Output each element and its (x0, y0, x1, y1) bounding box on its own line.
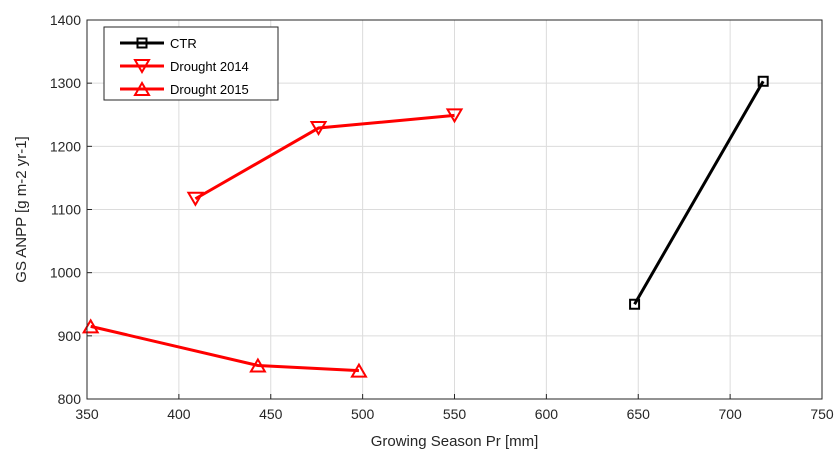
y-tick-label: 1300 (50, 75, 81, 91)
grid (87, 20, 822, 399)
x-tick-label: 450 (259, 406, 283, 422)
series-drought-2014 (186, 108, 464, 207)
x-tick-label: 350 (75, 406, 99, 422)
data-point-ctr (757, 75, 769, 87)
x-tick-label: 650 (627, 406, 651, 422)
legend-label: Drought 2015 (170, 82, 249, 97)
x-tick-label: 700 (718, 406, 742, 422)
series-line-ctr (633, 80, 765, 305)
data-point-drought-2014 (186, 191, 205, 207)
y-tick-label: 1400 (50, 12, 81, 28)
legend-item-drought-2015: Drought 2015 (120, 81, 249, 97)
series-line-drought-2015 (90, 324, 360, 373)
x-tick-label: 600 (535, 406, 559, 422)
y-tick-label: 1000 (50, 265, 81, 281)
data-point-drought-2014 (309, 121, 328, 136)
legend-label: CTR (170, 36, 197, 51)
ticks: 350 400 450 500 550 600 650 700 750 800 900 1000 110… (50, 12, 834, 422)
data-point-drought-2015 (350, 362, 368, 378)
x-tick-label: 500 (351, 406, 375, 422)
data-point-drought-2014 (445, 108, 464, 124)
series-ctr (629, 75, 769, 310)
x-tick-label: 550 (443, 406, 467, 422)
data-point-drought-2015 (249, 357, 267, 373)
x-tick-label: 400 (167, 406, 191, 422)
legend-marker (133, 81, 151, 96)
y-tick-label: 800 (58, 391, 82, 407)
legend-marker (136, 37, 148, 49)
legend-label: Drought 2014 (170, 59, 249, 74)
y-tick-label: 1200 (50, 138, 81, 154)
legend-item-ctr: CTR (120, 36, 197, 51)
legend-marker (133, 59, 151, 74)
y-axis-title: GS ANPP [g m-2 yr-1] (13, 136, 30, 282)
legend-item-drought-2014: Drought 2014 (120, 59, 249, 74)
x-axis-title: Growing Season Pr [mm] (371, 433, 539, 450)
y-tick-label: 900 (58, 328, 82, 344)
x-tick-label: 750 (810, 406, 834, 422)
data-point-ctr (629, 298, 641, 310)
y-tick-label: 1100 (51, 202, 81, 218)
legend: CTR Drought 2014 Drought 2015 (103, 26, 279, 101)
series-line-drought-2014 (194, 113, 455, 201)
